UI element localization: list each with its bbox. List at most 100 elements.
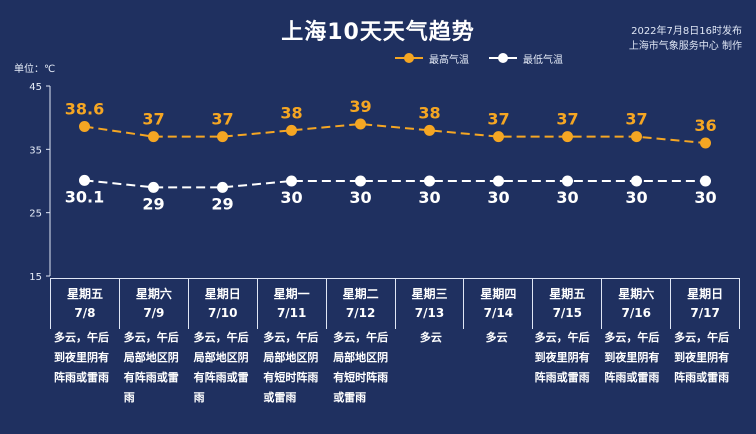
low-temp-label: 30 <box>280 188 302 207</box>
low-temp-label: 30 <box>625 188 647 207</box>
y-tick-label: 35 <box>29 145 42 156</box>
chart-legend: 最高气温 最低气温 <box>395 50 583 66</box>
weekday-label: 星期日 <box>204 287 241 301</box>
high-temp-label: 37 <box>142 110 164 129</box>
legend-item-low: 最低气温 <box>489 51 563 66</box>
low-temp-label: 30 <box>349 188 371 207</box>
day-cell: 星期六 7/9 <box>118 279 188 329</box>
weather-description: 多云，午后局部地区阴有短时阵雨或雷雨 <box>263 331 319 404</box>
high-temp-point <box>79 121 90 133</box>
weather-description: 多云，午后到夜里阴有阵雨或雷雨 <box>54 331 109 384</box>
legend-swatch-high <box>395 52 423 64</box>
weekday-label: 星期二 <box>342 287 379 301</box>
high-temp-label: 38.6 <box>65 100 104 119</box>
day-cell: 星期六 7/16 <box>601 279 670 329</box>
weekday-label: 星期日 <box>687 287 724 301</box>
weather-description: 多云 <box>419 331 442 344</box>
publish-date: 2022年7月8日16时发布 <box>631 26 742 37</box>
unit-label: 单位：℃ <box>14 64 56 75</box>
high-temp-label: 37 <box>211 110 233 129</box>
weather-description: 多云，午后到夜里阴有阵雨或雷雨 <box>674 331 730 384</box>
day-cell: 星期三 7/13 <box>394 279 464 329</box>
high-temp-label: 37 <box>556 110 578 129</box>
low-temp-label: 30.1 <box>65 187 104 206</box>
date-label: 7/8 <box>74 306 96 320</box>
day-cell: 星期四 7/14 <box>463 279 532 329</box>
publish-info: 2022年7月8日16时发布 上海市气象服务中心 制作 <box>629 24 742 54</box>
low-temp-point <box>562 175 573 187</box>
high-temp-point <box>424 124 435 136</box>
weekday-label: 星期一 <box>273 287 310 301</box>
low-temp-point <box>148 181 159 193</box>
weekday-label: 星期四 <box>480 287 517 301</box>
y-tick-label: 45 <box>29 82 42 93</box>
high-temp-label: 37 <box>487 110 509 129</box>
weekday-label: 星期三 <box>411 287 448 301</box>
high-temp-label: 37 <box>625 110 647 129</box>
high-temp-point <box>286 124 297 136</box>
high-temp-point <box>355 118 366 130</box>
weather-description: 多云，午后局部地区阴有短时阵雨或雷雨 <box>333 331 389 404</box>
low-temp-point <box>631 175 642 187</box>
day-cell: 星期二 7/12 <box>325 279 395 329</box>
weekday-label: 星期五 <box>549 287 586 301</box>
low-temp-label: 30 <box>487 188 509 207</box>
day-cell: 星期五 7/8 <box>50 279 119 329</box>
low-temp-point <box>217 181 228 193</box>
date-label: 7/12 <box>345 306 376 320</box>
day-header-row: 星期五 7/8 星期六 7/9 星期日 7/10 星期一 7/11 星期二 7/12 星期三 7/13… <box>50 278 741 329</box>
legend-label-low: 最低气温 <box>523 54 563 66</box>
date-label: 7/9 <box>143 306 165 320</box>
y-tick-label: 15 <box>29 272 42 283</box>
low-temp-label: 29 <box>142 194 164 213</box>
weather-description: 多云，午后到夜里阴有阵雨或雷雨 <box>534 331 590 384</box>
legend-label-high: 最高气温 <box>429 54 469 66</box>
chart-title: 上海10天天气趋势 <box>281 20 475 45</box>
low-temp-point <box>700 175 711 187</box>
high-temp-label: 39 <box>349 97 371 116</box>
high-temp-label: 36 <box>694 116 716 135</box>
date-label: 7/15 <box>552 306 583 320</box>
date-label: 7/13 <box>414 306 445 320</box>
legend-swatch-low <box>489 52 517 64</box>
low-temp-point <box>286 175 297 187</box>
high-temp-point <box>148 131 159 143</box>
low-temp-point <box>493 175 504 187</box>
high-temp-point <box>493 131 504 143</box>
date-label: 7/10 <box>208 306 238 320</box>
weekday-label: 星期五 <box>66 287 103 301</box>
low-temp-label: 29 <box>211 194 233 213</box>
low-temp-label: 30 <box>556 188 578 207</box>
high-temp-point <box>562 131 573 143</box>
date-label: 7/11 <box>276 306 307 320</box>
day-cell: 星期一 7/11 <box>256 279 326 329</box>
low-temp-point <box>79 174 90 186</box>
low-temp-point <box>355 175 366 187</box>
weather-description-row: 多云，午后到夜里阴有阵雨或雷雨 多云，午后局部地区阴有阵雨或雷雨 多云，午后局部地区… <box>50 328 740 428</box>
y-tick-label: 25 <box>29 209 42 220</box>
high-temp-point <box>700 137 711 149</box>
weather-description: 多云 <box>485 331 508 344</box>
high-temp-point <box>631 131 642 143</box>
high-temp-point <box>217 131 228 143</box>
date-label: 7/14 <box>483 306 514 320</box>
weather-description: 多云，午后局部地区阴有阵雨或雷雨 <box>123 331 179 404</box>
weekday-label: 星期六 <box>618 287 655 301</box>
low-temp-point <box>424 175 435 187</box>
low-temp-label: 30 <box>694 188 716 207</box>
day-cell: 星期日 7/10 <box>187 279 257 329</box>
weekday-label: 星期六 <box>135 287 172 301</box>
high-temp-label: 38 <box>418 103 440 122</box>
date-label: 7/16 <box>621 306 651 320</box>
low-temp-label: 30 <box>418 188 440 207</box>
day-cell: 星期日 7/17 <box>670 279 741 329</box>
date-label: 7/17 <box>690 306 720 320</box>
weather-description: 多云，午后到夜里阴有阵雨或雷雨 <box>604 331 660 384</box>
high-temp-label: 38 <box>280 103 302 122</box>
low-temp-line <box>84 179 706 189</box>
high-temp-line <box>84 122 706 144</box>
day-cell: 星期五 7/15 <box>532 279 601 329</box>
weather-description: 多云，午后局部地区阴有阵雨或雷雨 <box>193 331 249 404</box>
source-note: 上海市气象服务中心 制作 <box>628 41 742 52</box>
